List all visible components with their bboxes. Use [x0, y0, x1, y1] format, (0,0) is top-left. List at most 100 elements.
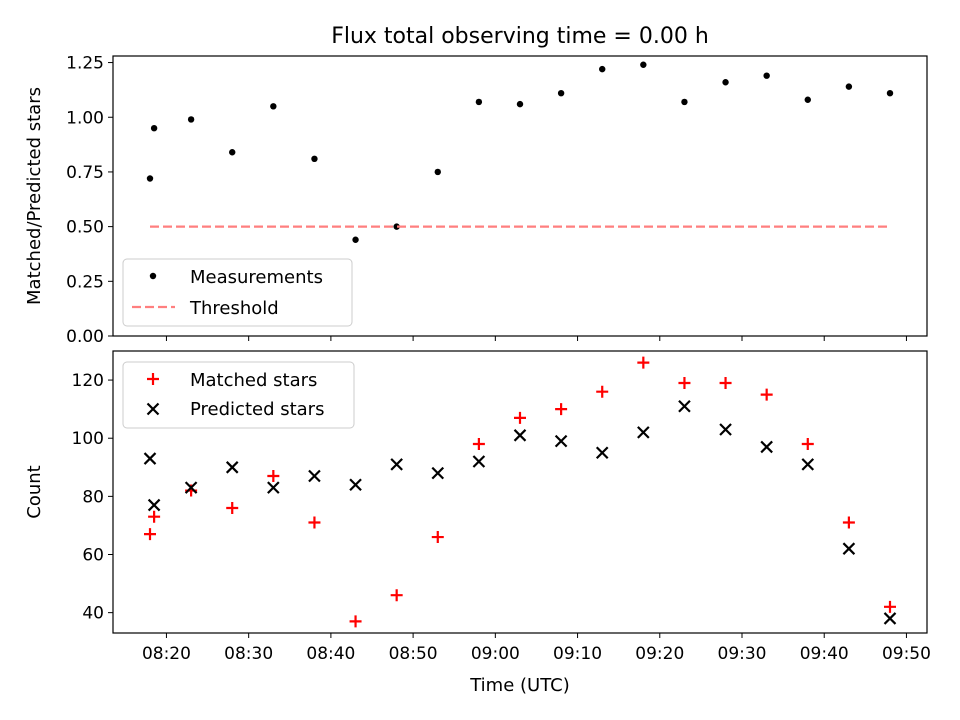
legend-matched-label: Matched stars [190, 370, 317, 391]
legend-top: Measurements Threshold [122, 258, 353, 327]
legend-box [122, 361, 355, 429]
plot-frame [112, 350, 928, 634]
x-tick-label: 09:10 [553, 644, 602, 664]
y-tick-label: 0.00 [66, 327, 104, 347]
y-axis-label: Count [24, 465, 45, 518]
measurement-point [311, 155, 318, 163]
predicted-stars-point [554, 434, 568, 448]
matched-stars-point [596, 385, 609, 398]
predicted-stars-point [225, 461, 239, 474]
x-axis-label: Time (UTC) [469, 675, 570, 696]
x-tick-label: 09:00 [471, 644, 520, 664]
y-tick-label: 0.50 [66, 218, 104, 238]
predicted-stars-point [678, 399, 691, 413]
predicted-stars-point [308, 469, 321, 483]
measurement-point [270, 103, 277, 110]
matched-stars-point [719, 376, 732, 389]
measurement-point [475, 98, 483, 106]
predicted-stars-point [801, 458, 815, 471]
x-tick-label: 09:30 [718, 644, 767, 664]
predicted-stars-point [349, 478, 362, 492]
predicted-stars-point [719, 423, 732, 436]
legend-predicted-label: Predicted stars [190, 399, 324, 420]
x-tick-label: 08:50 [389, 644, 438, 664]
matched-stars-point [226, 501, 239, 514]
y-tick-label: 120 [72, 371, 104, 391]
measurement-point [187, 116, 195, 123]
y-tick-label: 60 [82, 546, 104, 566]
predicted-stars-point [595, 446, 609, 460]
measurement-point [640, 61, 647, 68]
measurement-point [393, 223, 400, 230]
y-tick-label: 80 [82, 487, 104, 507]
measurement-point [722, 79, 729, 86]
x-tick-label: 09:40 [800, 644, 849, 664]
y-tick-label: 1.00 [66, 108, 104, 128]
y-tick-label: 1.25 [66, 54, 104, 74]
matched-stars-point [390, 589, 403, 602]
matched-stars-point [148, 510, 161, 523]
matched-stars-point [801, 438, 814, 451]
predicted-stars-point [637, 426, 650, 439]
predicted-stars-point [390, 458, 403, 471]
matched-stars-point [637, 356, 650, 369]
measurement-point [150, 124, 158, 132]
matched-stars-point [144, 528, 156, 541]
predicted-stars-point [513, 429, 527, 442]
x-tick-label: 09:20 [635, 644, 684, 664]
predicted-stars-point [143, 452, 157, 465]
measurement-point [434, 168, 441, 176]
legend-predicted-marker [146, 402, 160, 416]
measurement-point [352, 236, 359, 243]
y-tick-label: 100 [72, 429, 104, 449]
matched-stars-point [514, 411, 526, 424]
measurement-point [557, 89, 565, 97]
predicted-stars-point [472, 455, 486, 468]
legend-measurements-marker [149, 272, 157, 280]
matched-stars-point [678, 376, 691, 389]
bottom-panel: 08:20 08:30 08:40 08:50 09:00 09:10 09:20 09:30… [24, 350, 931, 664]
y-tick-label: 0.25 [66, 272, 104, 292]
legend-measurements-label: Measurements [190, 267, 323, 288]
measurement-point [763, 72, 770, 79]
legend-matched-marker [147, 373, 159, 385]
predicted-stars-point [842, 542, 856, 555]
x-tick-label: 08:20 [142, 644, 191, 664]
chart-title: Flux total observing time = 0.00 h [331, 24, 709, 49]
matched-stars-point [431, 531, 444, 544]
legend-box [122, 258, 353, 327]
matched-stars-point [760, 388, 773, 401]
x-tick-label: 09:50 [882, 644, 931, 664]
x-tick-label: 08:30 [224, 644, 273, 664]
y-tick-label: 0.75 [66, 163, 104, 183]
measurement-point [886, 89, 894, 97]
matched-stars-point [349, 615, 362, 628]
measurement-point [229, 149, 236, 156]
y-axis-label: Matched/Predicted stars [24, 87, 45, 305]
y-tick-label: 40 [82, 604, 104, 624]
legend-bottom: Matched stars Predicted stars [122, 361, 355, 429]
predicted-stars-point [267, 481, 280, 494]
top-panel: 0.00 0.25 0.50 0.75 1.00 1.25 Matched/Predicte… [24, 54, 928, 347]
predicted-stars-point [431, 466, 445, 480]
matched-stars-point [308, 516, 321, 529]
legend-threshold-label: Threshold [189, 298, 279, 319]
matched-stars-point [555, 403, 568, 416]
plot-frame [112, 55, 928, 337]
matched-stars-point [472, 438, 485, 451]
predicted-stars-point [760, 440, 773, 454]
measurement-point [845, 83, 853, 90]
measurement-point [804, 96, 811, 103]
matched-stars-point [884, 600, 896, 613]
predicted-stars-point [184, 481, 198, 494]
x-tick-label: 08:40 [306, 644, 355, 664]
measurement-point [681, 98, 688, 106]
predicted-stars-point [147, 498, 161, 512]
predicted-stars-point [883, 612, 897, 625]
measurement-point [146, 175, 154, 182]
matched-stars-point [267, 470, 280, 483]
measurement-point [516, 100, 524, 108]
matched-stars-point [842, 516, 855, 529]
